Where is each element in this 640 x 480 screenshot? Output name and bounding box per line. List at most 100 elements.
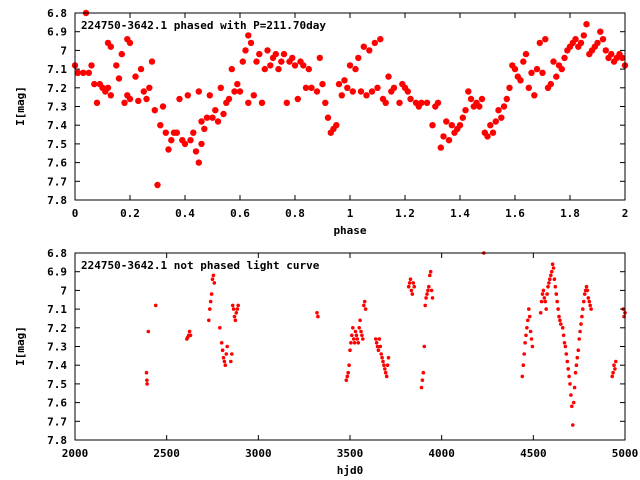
data-point [421, 370, 426, 375]
data-point [222, 359, 227, 364]
chart-title: 224750-3642.1 not phased light curve [81, 259, 320, 272]
data-point [126, 95, 134, 103]
data-point [495, 107, 502, 114]
data-point [423, 99, 431, 107]
data-point [498, 114, 505, 121]
data-point [371, 39, 378, 47]
data-point [93, 99, 101, 107]
data-point [357, 88, 365, 95]
x-tick-label: 3500 [337, 447, 364, 460]
data-point [467, 95, 475, 103]
data-point [188, 333, 193, 338]
data-point [357, 326, 362, 330]
data-point [560, 326, 565, 330]
data-point [384, 374, 389, 379]
chart-title: 224750-3642.1 phased with P=211.70day [81, 19, 326, 32]
data-point [588, 303, 592, 308]
data-point [561, 333, 566, 338]
data-point [404, 88, 411, 95]
data-point [352, 341, 357, 345]
data-point [305, 65, 312, 73]
data-point [619, 54, 626, 62]
data-point [315, 311, 319, 315]
data-point [568, 382, 572, 386]
data-point [230, 352, 234, 356]
data-point [573, 370, 578, 375]
data-point [511, 65, 519, 73]
data-point [540, 292, 545, 296]
data-point [184, 92, 191, 99]
y-tick-label: 7.4 [47, 119, 67, 132]
data-point [85, 69, 93, 77]
x-tick-label: 1.2 [395, 207, 415, 220]
data-point [571, 400, 576, 405]
data-point [558, 65, 565, 73]
data-point [302, 84, 310, 92]
data-point [554, 292, 559, 296]
data-point [354, 333, 359, 338]
y-tick-label: 7.3 [47, 101, 67, 114]
x-tick-label: 2000 [62, 447, 89, 460]
data-point [552, 277, 557, 282]
x-tick-label: 4000 [428, 447, 455, 460]
data-point [143, 95, 150, 103]
data-point [522, 50, 530, 58]
data-point [492, 118, 499, 125]
data-point [550, 58, 557, 65]
data-points [71, 9, 629, 189]
y-tick-label: 7.4 [47, 359, 67, 372]
data-point [577, 39, 585, 47]
data-point [192, 148, 200, 155]
data-point [234, 311, 239, 315]
data-point [91, 80, 98, 88]
data-point [489, 129, 497, 136]
data-point [487, 122, 494, 129]
data-point [366, 47, 373, 54]
data-point [557, 314, 561, 319]
x-tick-label: 0.6 [230, 207, 250, 220]
y-tick-label: 7.6 [47, 157, 67, 170]
data-points [144, 251, 627, 427]
data-point [429, 288, 434, 293]
data-point [585, 288, 590, 293]
data-point [577, 337, 581, 341]
data-point [234, 80, 241, 88]
data-point [456, 122, 464, 129]
data-point [145, 378, 149, 383]
data-point [462, 107, 469, 114]
data-point [428, 269, 433, 274]
data-point [224, 352, 229, 356]
data-point [553, 284, 558, 289]
data-point [541, 288, 546, 293]
data-point [217, 84, 224, 92]
data-point [407, 95, 414, 103]
data-point [374, 84, 381, 92]
data-point [584, 284, 589, 289]
data-point [198, 118, 205, 125]
data-point [313, 88, 321, 95]
data-point [291, 62, 299, 69]
data-point [368, 88, 376, 95]
data-point [349, 341, 353, 345]
data-point [319, 80, 326, 88]
data-point [572, 36, 579, 43]
data-point [347, 363, 351, 368]
data-point [608, 50, 615, 58]
data-point [559, 322, 563, 326]
data-point [275, 65, 282, 73]
data-point [544, 307, 548, 311]
data-point [207, 318, 211, 323]
data-point [324, 114, 332, 121]
unphased-light-curve-panel: 2000 2500 3000 3500 4000 4500 5000 6.8 6.9 7 7.1 7.… [14, 247, 638, 477]
x-axis-label: hjd0 [337, 464, 364, 477]
data-point [245, 32, 252, 39]
data-point [219, 341, 224, 345]
data-point [253, 58, 260, 65]
data-point [146, 84, 153, 92]
data-point [380, 355, 384, 360]
data-point [256, 50, 263, 58]
data-point [346, 370, 351, 375]
data-point [377, 337, 382, 341]
data-point [346, 62, 354, 69]
